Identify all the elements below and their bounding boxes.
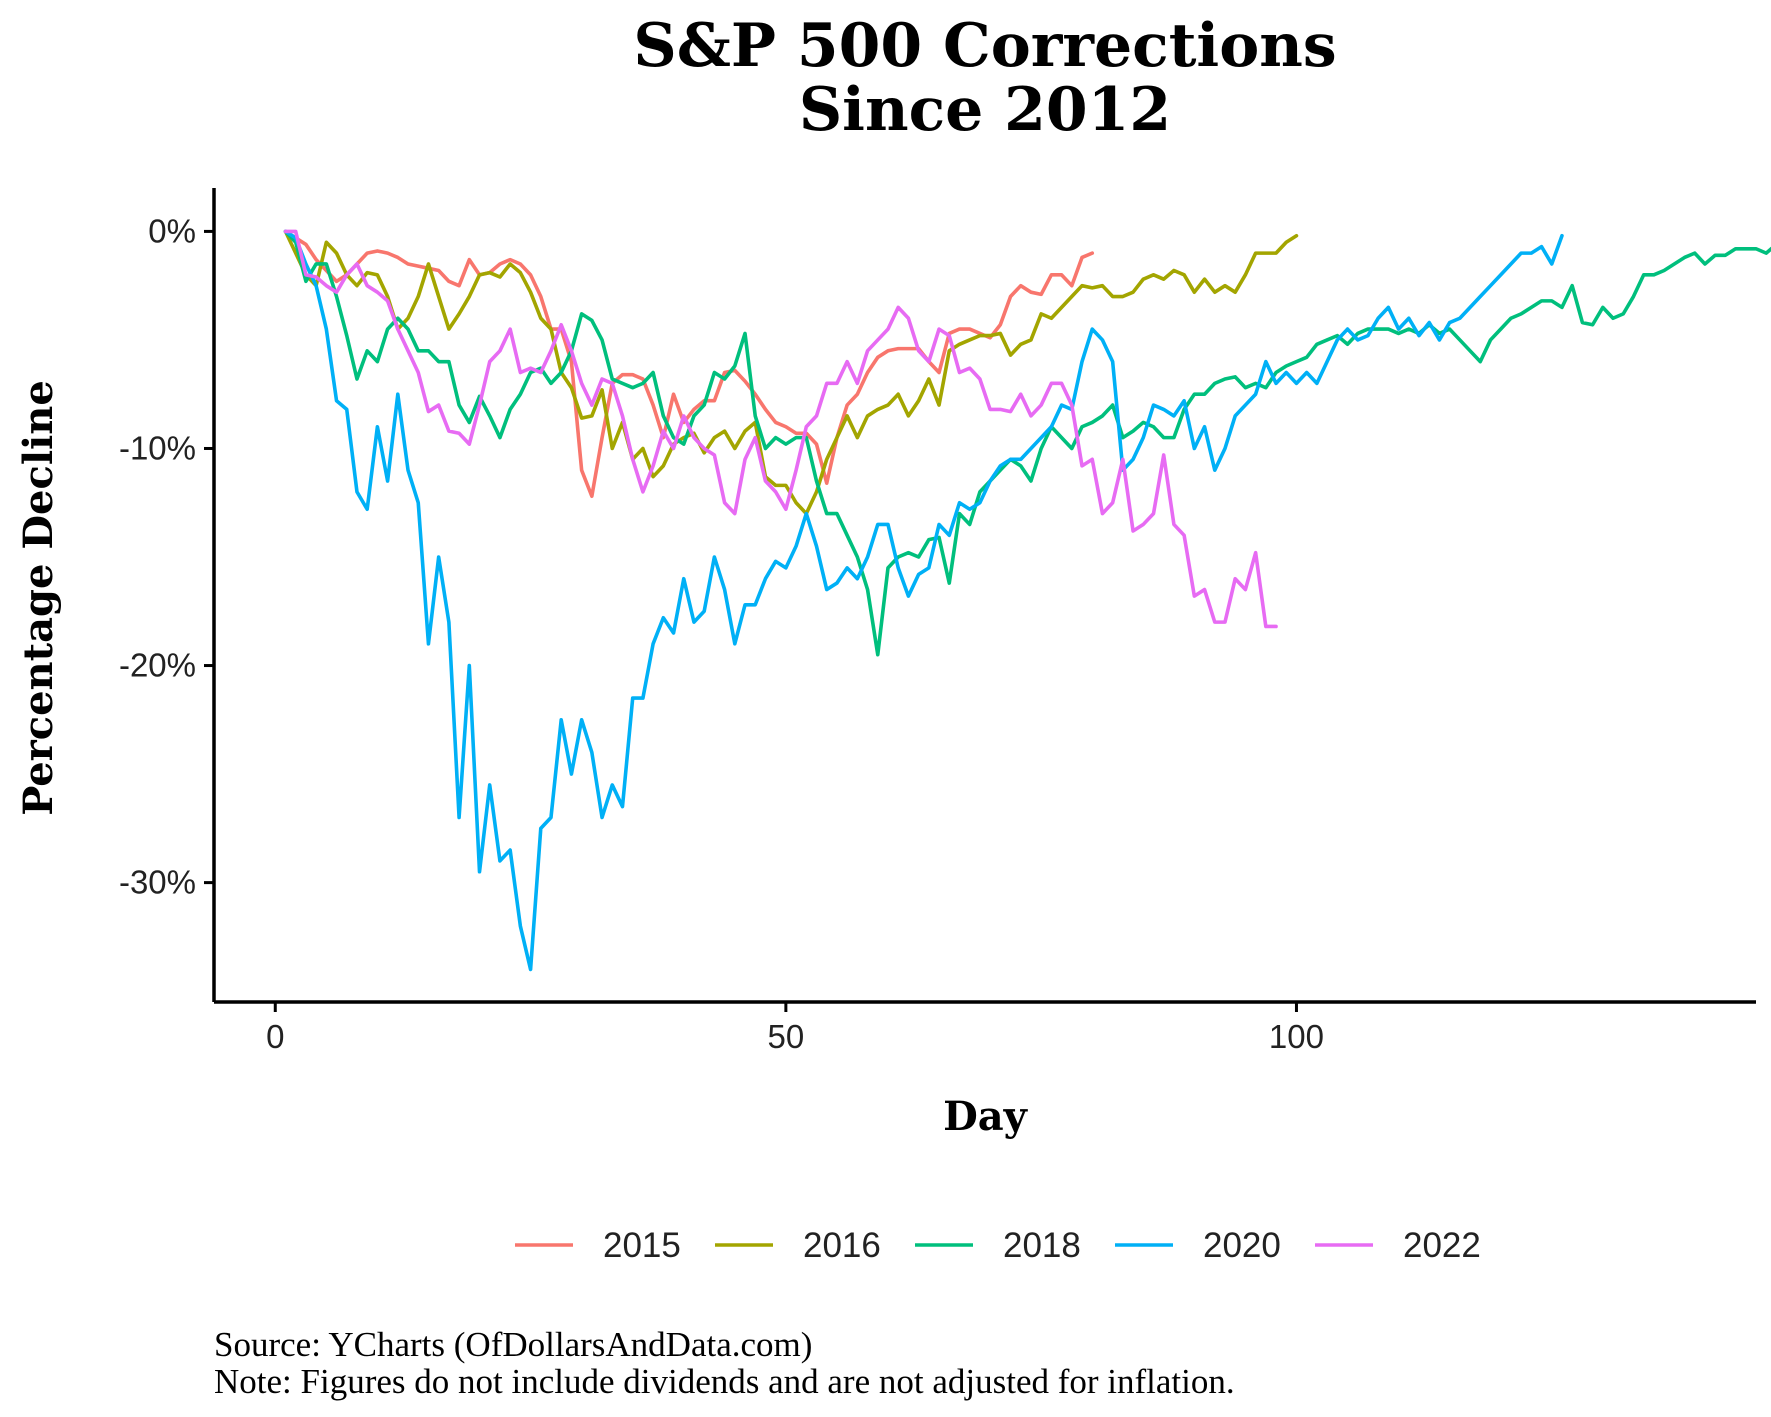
y-tick-label: -10% [119,429,196,466]
note-caption: Note: Figures do not include dividends a… [214,1362,1235,1401]
series-line-2020 [283,229,1564,972]
legend-label-2022: 2022 [1403,1226,1481,1265]
y-tick-label: 0% [148,212,196,249]
chart-title-line-2: Since 2012 [799,75,1171,145]
y-tick-label: -20% [119,647,196,684]
axes: 0 50 100 0% -10% -20% -30% [119,188,1756,1055]
source-caption: Source: YCharts (OfDollarsAndData.com) [214,1325,812,1364]
series-line-2015 [283,229,1095,499]
y-tick-label: -30% [119,864,196,901]
legend-label-2020: 2020 [1203,1226,1281,1265]
series-line-2022 [283,229,1278,629]
legend: 2015 2016 2018 2020 2022 [515,1226,1481,1265]
x-axis-title: Day [943,1093,1029,1140]
legend-label-2018: 2018 [1003,1226,1081,1265]
legend-label-2015: 2015 [603,1226,681,1265]
chart-title-line-1: S&P 500 Corrections [633,11,1336,81]
x-tick-label: 50 [768,1018,805,1055]
legend-item-2015: 2015 [515,1226,681,1265]
legend-item-2018: 2018 [915,1226,1081,1265]
legend-label-2016: 2016 [803,1226,881,1265]
x-tick-label: 100 [1269,1018,1324,1055]
legend-item-2022: 2022 [1315,1226,1481,1265]
x-tick-label: 0 [266,1018,284,1055]
y-axis-title: Percentage Decline [15,380,62,816]
plot-area [283,229,1771,972]
legend-item-2020: 2020 [1115,1226,1281,1265]
series-line-2016 [283,229,1299,516]
legend-item-2016: 2016 [715,1226,881,1265]
